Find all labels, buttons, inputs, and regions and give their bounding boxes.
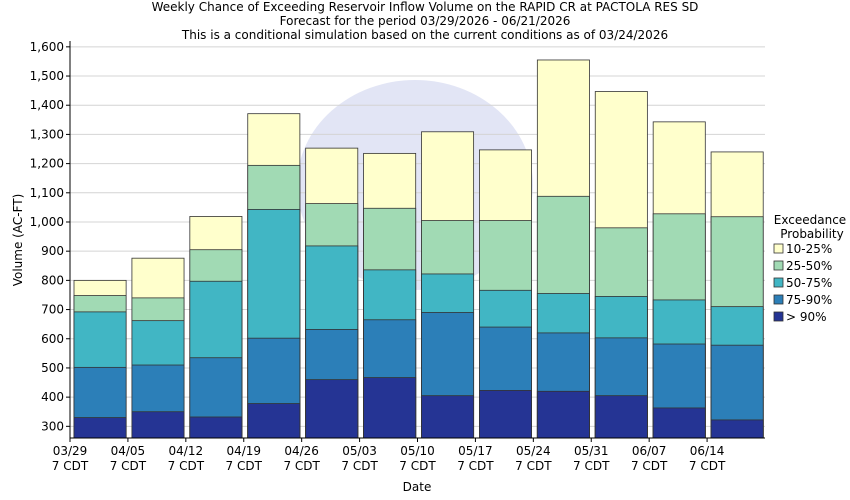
legend-title-exceedance: Exceedance — [774, 213, 846, 227]
x-tick-sublabel: 7 CDT — [226, 459, 263, 473]
x-tick-sublabel: 7 CDT — [457, 459, 494, 473]
legend-title-probability: Probability — [780, 227, 843, 241]
x-tick-label: 05/31 — [574, 444, 609, 458]
x-tick-label: 06/07 — [632, 444, 667, 458]
y-tick-label: 1,100 — [30, 186, 64, 200]
x-tick-sublabel: 7 CDT — [689, 459, 726, 473]
x-tick-label: 04/26 — [284, 444, 319, 458]
legend-swatch — [773, 294, 784, 305]
x-tick-label: 06/14 — [690, 444, 725, 458]
y-axis-label: Volume (AC-FT) — [11, 194, 25, 287]
x-tick-label: 04/12 — [169, 444, 204, 458]
bar-segment — [131, 411, 185, 439]
x-tick-sublabel: 7 CDT — [515, 459, 552, 473]
legend-swatch — [773, 277, 784, 288]
chart-subtitle-conditions: This is a conditional simulation based o… — [181, 28, 669, 42]
legend: Exceedance Probability 10-25% 25-50% 50-75… — [773, 213, 846, 324]
y-tick-label: 800 — [41, 273, 64, 287]
bar-segment — [479, 390, 532, 439]
bar-segment — [594, 395, 648, 439]
x-tick-sublabel: 7 CDT — [341, 459, 378, 473]
x-tick-label: 05/03 — [342, 444, 377, 458]
bar-segment — [710, 419, 764, 439]
y-tick-label: 1,500 — [30, 69, 64, 83]
x-tick-label: 04/05 — [111, 444, 146, 458]
y-tick-label: 1,400 — [30, 98, 64, 112]
bar-segment — [73, 417, 127, 439]
bar-segment — [189, 416, 243, 439]
x-tick-sublabel: 7 CDT — [168, 459, 205, 473]
x-tick-label: 03/29 — [53, 444, 88, 458]
bar-segment — [305, 379, 359, 439]
bar-segment — [363, 377, 417, 439]
legend-swatch — [773, 243, 784, 254]
bar-segment — [247, 403, 301, 439]
y-tick-label: 1,200 — [30, 157, 64, 171]
y-tick-label: 600 — [41, 332, 64, 346]
x-tick-sublabel: 7 CDT — [631, 459, 668, 473]
y-tick-label: 1,000 — [30, 215, 64, 229]
x-tick-label: 05/10 — [400, 444, 435, 458]
x-tick-label: 04/19 — [226, 444, 261, 458]
x-tick-label: 05/24 — [516, 444, 551, 458]
legend-label: 75-90% — [786, 293, 832, 307]
bar-segment — [652, 407, 706, 439]
y-tick-label: 700 — [41, 303, 64, 317]
y-tick-label: 500 — [41, 361, 64, 375]
legend-label: 25-50% — [786, 259, 832, 273]
legend-label: 50-75% — [786, 276, 832, 290]
y-tick-label: 1,600 — [30, 40, 64, 54]
x-tick-label: 05/17 — [458, 444, 493, 458]
y-tick-label: 1,300 — [30, 127, 64, 141]
y-axis-ticks: 300 400 500 600 700 800 900 1,000 1,100 1,200 1,30… — [30, 40, 70, 433]
legend-label: 10-25% — [786, 242, 832, 256]
bar-segment — [536, 390, 590, 439]
x-tick-sublabel: 7 CDT — [399, 459, 436, 473]
bar-segment — [421, 395, 475, 439]
legend-swatch — [773, 260, 784, 271]
x-tick-sublabel: 7 CDT — [110, 459, 147, 473]
x-tick-sublabel: 7 CDT — [573, 459, 610, 473]
chart-title: Weekly Chance of Exceeding Reservoir Inf… — [151, 0, 699, 14]
x-tick-sublabel: 7 CDT — [283, 459, 320, 473]
gridlines — [70, 46, 765, 427]
chart-subtitle-period: Forecast for the period 03/29/2026 - 06/… — [279, 14, 571, 28]
y-tick-label: 300 — [41, 419, 64, 433]
x-tick-sublabel: 7 CDT — [52, 459, 89, 473]
x-axis-label: Date — [403, 480, 432, 494]
legend-swatch — [773, 311, 784, 322]
legend-label: > 90% — [786, 310, 827, 324]
y-tick-label: 400 — [41, 390, 64, 404]
y-tick-label: 900 — [41, 244, 64, 258]
